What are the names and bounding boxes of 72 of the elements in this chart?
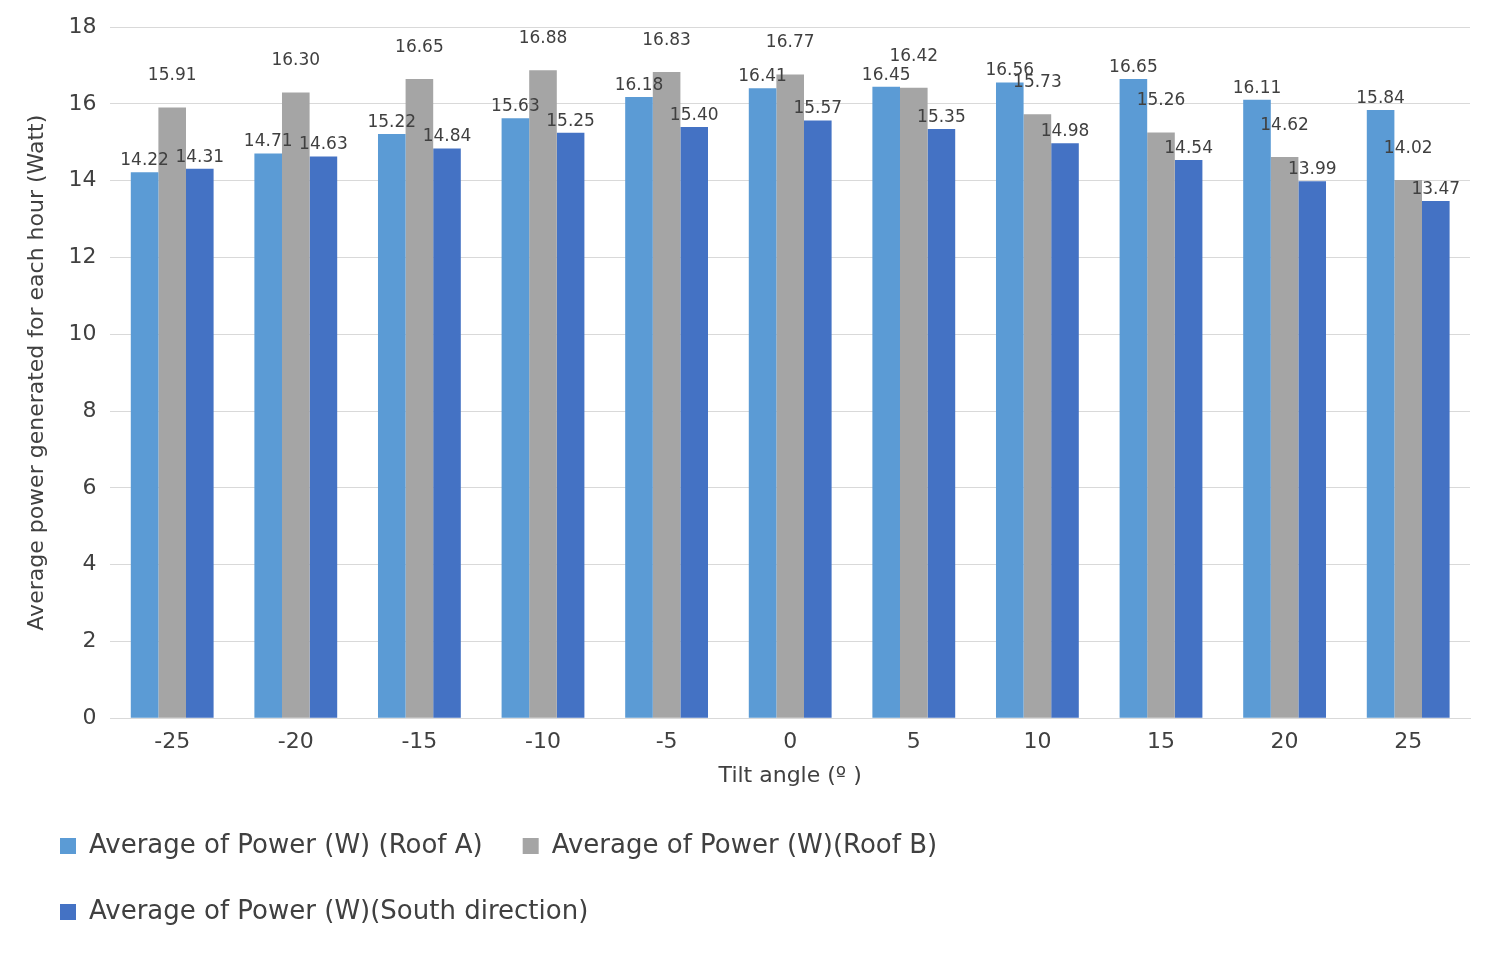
x-tick-label: -25 (154, 728, 191, 754)
data-label: 16.41 (738, 65, 787, 86)
y-axis-title: Average power generated for each hour (Watt) (22, 114, 48, 631)
x-tick-label: 10 (1023, 728, 1052, 754)
bar (1298, 181, 1327, 718)
bar (1051, 143, 1079, 718)
y-tick-label: 8 (82, 396, 97, 422)
x-tick-label: 25 (1394, 728, 1423, 754)
data-label: 16.18 (614, 73, 664, 94)
bar (748, 88, 777, 718)
data-label: 16.42 (889, 44, 939, 65)
x-tick-label: -15 (401, 728, 438, 754)
data-label: 16.30 (271, 49, 321, 70)
data-label: 15.22 (367, 110, 417, 131)
legend-label: Average of Power (W)(Roof B) (551, 828, 938, 859)
y-tick-label: 16 (68, 89, 97, 115)
data-label: 15.57 (793, 97, 843, 118)
y-tick-label: 18 (68, 12, 97, 38)
y-tick-label: 14 (68, 166, 97, 192)
y-tick-label: 12 (68, 243, 97, 269)
data-label: 16.65 (395, 35, 444, 56)
data-label: 16.65 (1109, 55, 1158, 76)
x-tick-label: 15 (1147, 728, 1175, 754)
x-tick-label: 0 (783, 728, 798, 754)
x-tick-label: -10 (525, 728, 561, 754)
data-label: 14.22 (120, 149, 169, 170)
data-label: 15.35 (917, 105, 966, 126)
bar (804, 120, 832, 718)
x-tick-label: 20 (1270, 728, 1299, 754)
y-tick-label: 6 (82, 473, 97, 499)
x-tick-label: 5 (906, 728, 921, 754)
bar (377, 133, 406, 718)
y-tick-label: 10 (68, 320, 97, 346)
x-tick-label: -20 (277, 728, 314, 754)
bar (254, 153, 282, 718)
data-label: 15.84 (1356, 87, 1405, 108)
data-label: 14.63 (299, 133, 348, 154)
data-label: 14.98 (1040, 120, 1090, 141)
data-label: 14.84 (422, 125, 472, 146)
data-label: 14.71 (243, 130, 293, 151)
data-label: 16.88 (518, 27, 568, 48)
bar (625, 97, 653, 718)
legend-label: Average of Power (W) (Roof A) (89, 828, 483, 859)
data-label: 16.77 (765, 31, 815, 52)
data-label: 15.40 (669, 103, 719, 124)
y-tick-label: 4 (82, 550, 97, 576)
data-label: 14.54 (1164, 136, 1213, 157)
bar (1174, 160, 1203, 718)
bar (556, 132, 585, 718)
data-label: 16.45 (861, 63, 911, 84)
bar (927, 128, 956, 718)
x-axis-title: Tilt angle (º ) (717, 761, 862, 787)
bar (433, 148, 461, 718)
data-label: 15.91 (147, 64, 197, 85)
y-tick-label: 2 (82, 627, 97, 653)
y-tick-label: 0 (82, 703, 97, 729)
data-label: 15.25 (546, 109, 595, 130)
bar (872, 86, 900, 718)
data-label: 13.99 (1287, 158, 1337, 179)
bar (130, 172, 159, 718)
bar (501, 118, 530, 718)
data-label: 16.11 (1232, 76, 1282, 97)
data-label: 13.47 (1411, 178, 1461, 199)
data-label: 16.83 (642, 29, 691, 50)
x-tick-label: -5 (655, 728, 678, 754)
data-label: 15.63 (491, 95, 540, 116)
bar (680, 127, 708, 718)
data-label: 14.31 (175, 145, 225, 166)
bar (1422, 201, 1450, 718)
legend-label: Average of Power (W)(South direction) (89, 894, 589, 925)
bar (309, 156, 338, 718)
bar (186, 168, 214, 718)
